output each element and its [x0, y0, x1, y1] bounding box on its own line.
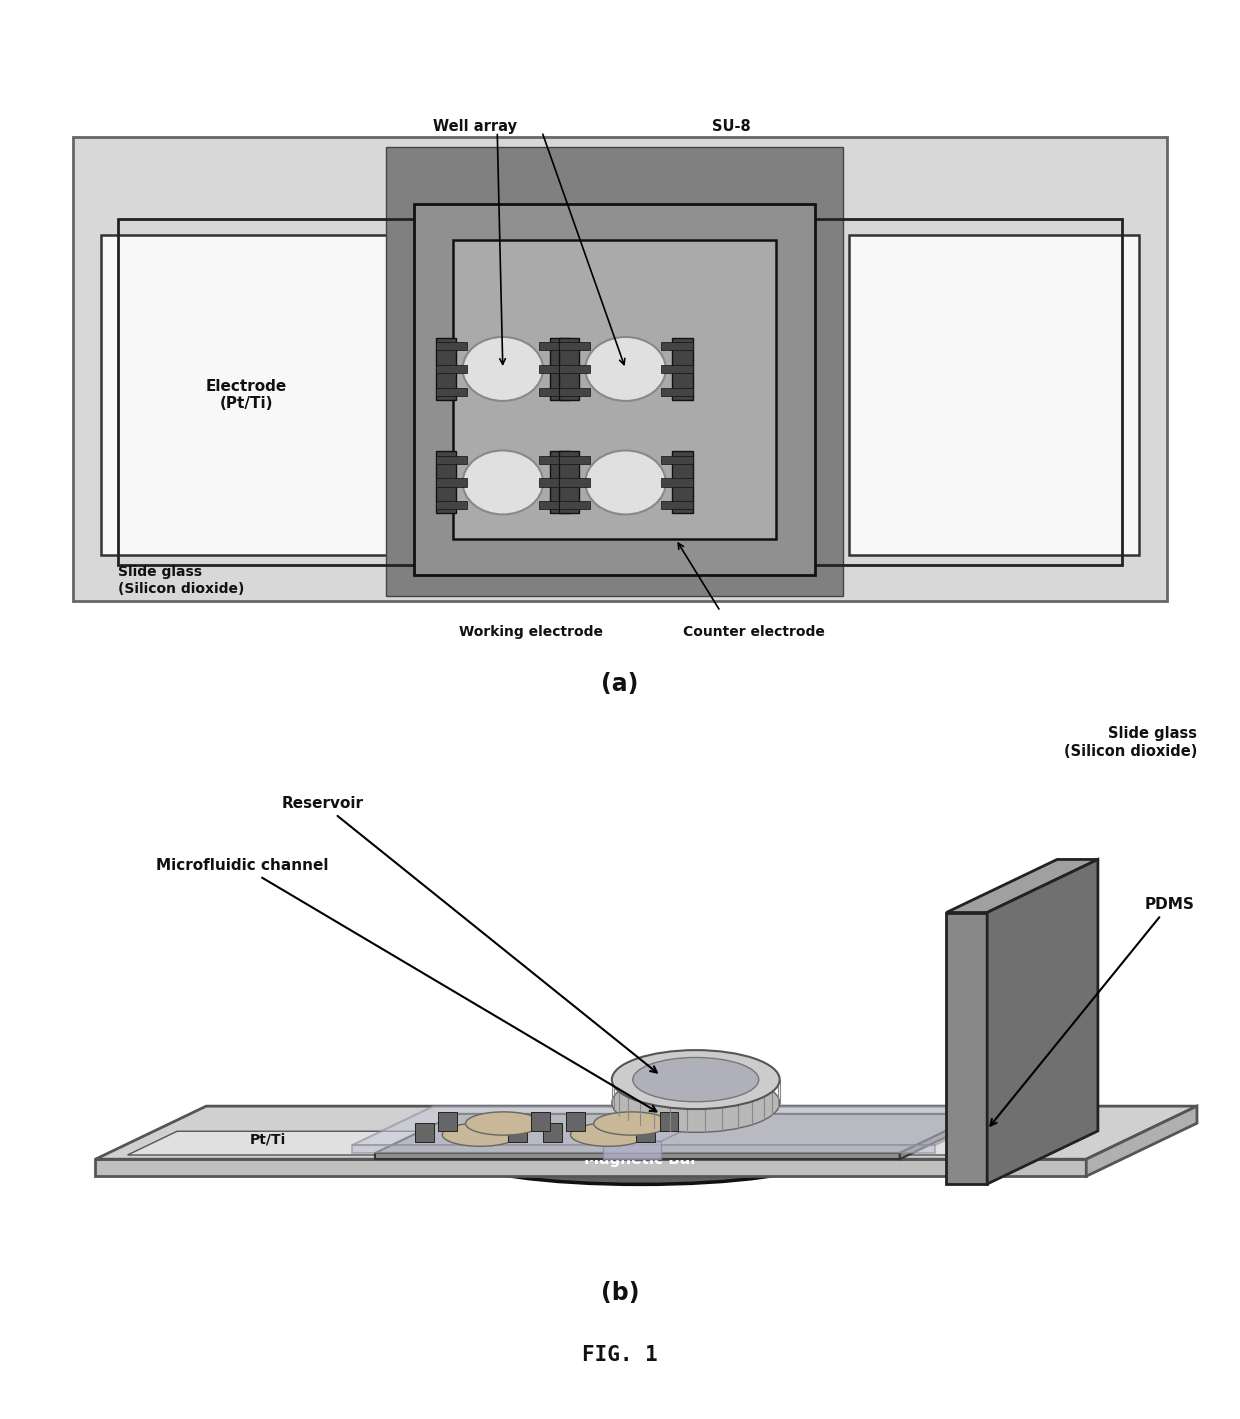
FancyBboxPatch shape	[672, 451, 692, 514]
Polygon shape	[376, 1154, 900, 1159]
FancyBboxPatch shape	[543, 1122, 562, 1142]
Polygon shape	[603, 1141, 661, 1159]
Ellipse shape	[465, 1112, 542, 1135]
FancyBboxPatch shape	[386, 148, 843, 596]
Text: Magnetic Bar: Magnetic Bar	[584, 1152, 697, 1166]
FancyBboxPatch shape	[660, 1112, 678, 1131]
FancyBboxPatch shape	[436, 478, 467, 487]
FancyBboxPatch shape	[436, 365, 467, 373]
FancyBboxPatch shape	[549, 451, 569, 514]
FancyBboxPatch shape	[567, 1112, 585, 1131]
FancyBboxPatch shape	[538, 387, 570, 396]
Text: FIG. 1: FIG. 1	[582, 1345, 658, 1365]
Polygon shape	[95, 1107, 1197, 1159]
Ellipse shape	[611, 1050, 780, 1110]
Ellipse shape	[585, 450, 666, 515]
FancyBboxPatch shape	[661, 365, 693, 373]
FancyBboxPatch shape	[849, 234, 1140, 555]
Text: Well array: Well array	[433, 119, 517, 133]
Ellipse shape	[611, 1073, 780, 1132]
Ellipse shape	[465, 1134, 815, 1185]
Text: Pt/Ti: Pt/Ti	[249, 1132, 286, 1147]
FancyBboxPatch shape	[436, 455, 467, 464]
Ellipse shape	[463, 336, 543, 402]
FancyBboxPatch shape	[661, 478, 693, 487]
Text: Working electrode: Working electrode	[459, 626, 603, 639]
Text: Counter electrode: Counter electrode	[683, 626, 825, 639]
Ellipse shape	[443, 1122, 518, 1147]
FancyBboxPatch shape	[438, 1112, 456, 1131]
FancyBboxPatch shape	[559, 478, 590, 487]
Polygon shape	[352, 1107, 1017, 1145]
Text: PDMS: PDMS	[991, 897, 1194, 1125]
Polygon shape	[946, 912, 987, 1183]
FancyBboxPatch shape	[559, 338, 579, 400]
Ellipse shape	[570, 1122, 646, 1147]
FancyBboxPatch shape	[661, 501, 693, 509]
Polygon shape	[128, 1131, 434, 1155]
FancyBboxPatch shape	[538, 342, 570, 350]
Ellipse shape	[585, 336, 666, 402]
Polygon shape	[95, 1159, 1086, 1176]
Polygon shape	[722, 1131, 1004, 1155]
FancyBboxPatch shape	[453, 240, 776, 539]
Text: (b): (b)	[600, 1280, 640, 1304]
FancyBboxPatch shape	[636, 1122, 655, 1142]
Polygon shape	[1086, 1107, 1197, 1176]
Text: Electrode
(Pt/Ti): Electrode (Pt/Ti)	[206, 379, 286, 412]
FancyBboxPatch shape	[661, 387, 693, 396]
Ellipse shape	[463, 450, 543, 515]
FancyBboxPatch shape	[436, 451, 456, 514]
Polygon shape	[352, 1145, 935, 1154]
Ellipse shape	[594, 1112, 670, 1135]
Text: Slide glass
(Silicon dioxide): Slide glass (Silicon dioxide)	[1064, 727, 1197, 759]
FancyBboxPatch shape	[436, 387, 467, 396]
FancyBboxPatch shape	[436, 501, 467, 509]
FancyBboxPatch shape	[415, 1122, 434, 1142]
Text: (a): (a)	[601, 671, 639, 695]
FancyBboxPatch shape	[436, 338, 456, 400]
Polygon shape	[946, 860, 1097, 912]
Text: Reservoir: Reservoir	[281, 796, 657, 1073]
FancyBboxPatch shape	[414, 204, 816, 575]
Text: Microfluidic channel: Microfluidic channel	[156, 858, 656, 1111]
FancyBboxPatch shape	[559, 455, 590, 464]
FancyBboxPatch shape	[559, 501, 590, 509]
FancyBboxPatch shape	[661, 342, 693, 350]
FancyBboxPatch shape	[559, 451, 579, 514]
Text: SU-8: SU-8	[686, 1114, 720, 1127]
Polygon shape	[603, 1103, 743, 1141]
Polygon shape	[987, 860, 1097, 1183]
FancyBboxPatch shape	[538, 478, 570, 487]
Polygon shape	[900, 1114, 981, 1159]
FancyBboxPatch shape	[532, 1112, 551, 1131]
FancyBboxPatch shape	[559, 365, 590, 373]
FancyBboxPatch shape	[102, 234, 392, 555]
FancyBboxPatch shape	[436, 342, 467, 350]
FancyBboxPatch shape	[538, 365, 570, 373]
Polygon shape	[376, 1114, 981, 1154]
FancyBboxPatch shape	[672, 338, 692, 400]
FancyBboxPatch shape	[661, 455, 693, 464]
Ellipse shape	[632, 1057, 759, 1101]
FancyBboxPatch shape	[508, 1122, 527, 1142]
FancyBboxPatch shape	[559, 387, 590, 396]
FancyBboxPatch shape	[549, 338, 569, 400]
FancyBboxPatch shape	[73, 136, 1167, 602]
Text: Slide glass
(Silicon dioxide): Slide glass (Silicon dioxide)	[118, 565, 244, 596]
Text: Pt/Ti: Pt/Ti	[833, 1132, 869, 1147]
FancyBboxPatch shape	[538, 455, 570, 464]
FancyBboxPatch shape	[559, 342, 590, 350]
FancyBboxPatch shape	[538, 501, 570, 509]
Text: SU-8: SU-8	[712, 119, 751, 133]
